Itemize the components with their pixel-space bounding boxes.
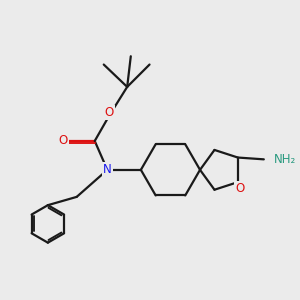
Text: N: N — [103, 163, 112, 176]
Text: NH₂: NH₂ — [274, 153, 296, 166]
Text: O: O — [104, 106, 114, 119]
Text: O: O — [235, 182, 244, 195]
Text: O: O — [58, 134, 68, 148]
